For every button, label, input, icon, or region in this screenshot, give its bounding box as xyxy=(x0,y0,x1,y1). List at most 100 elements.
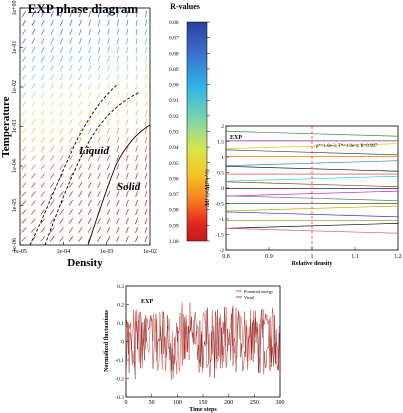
phase-arrow xyxy=(97,154,101,162)
phase-arrow xyxy=(107,73,110,81)
phase-arrow xyxy=(78,127,83,135)
phase-arrow xyxy=(59,137,64,143)
phase-arrow xyxy=(126,37,129,45)
phase-arrow xyxy=(135,10,138,18)
phase-arrow xyxy=(78,64,82,72)
phase-arrow xyxy=(116,217,120,225)
phase-arrow xyxy=(21,236,27,242)
phase-boundary-solid xyxy=(87,124,151,246)
phase-arrow xyxy=(145,46,147,54)
phase-arrow xyxy=(50,155,55,161)
phase-arrow xyxy=(49,209,55,215)
phase-arrow xyxy=(22,20,26,26)
phase-arrow xyxy=(22,38,26,44)
phase-arrow xyxy=(88,73,92,81)
phase-arrow xyxy=(78,46,82,54)
phase-arrow xyxy=(87,154,92,162)
phase-arrow xyxy=(59,191,64,197)
ts-y-tick-label: 0 xyxy=(121,340,124,346)
ts-series-0 xyxy=(125,302,281,381)
phase-arrow xyxy=(107,28,110,36)
phase-arrow xyxy=(31,173,36,179)
phase-arrow xyxy=(40,164,45,170)
phase-boundary-dashed-1 xyxy=(29,83,119,246)
phase-arrow xyxy=(40,173,45,179)
phase-arrow xyxy=(135,19,138,27)
phase-y-tick-label: 1e-06 xyxy=(12,238,18,252)
phase-arrow xyxy=(78,209,83,215)
phase-arrow xyxy=(59,110,64,116)
phase-arrow xyxy=(107,118,110,126)
phase-y-tick-label: 1e-02 xyxy=(12,80,18,94)
colorbar-tick-label: 0.98 xyxy=(169,208,179,214)
phase-arrow xyxy=(69,46,73,54)
colorbar-tick-label: 0.87 xyxy=(169,36,179,42)
phase-arrow xyxy=(125,181,129,189)
phase-arrow xyxy=(40,236,46,242)
phase-arrow xyxy=(31,128,36,134)
phase-arrow xyxy=(88,19,91,27)
phase-arrow xyxy=(59,218,64,224)
phase-arrow xyxy=(69,146,73,152)
phase-arrow xyxy=(135,181,138,189)
phase-arrow xyxy=(125,190,129,198)
phase-arrow xyxy=(49,236,55,242)
phase-arrow xyxy=(31,164,36,170)
phase-arrow xyxy=(59,37,64,45)
rd-xlabel: Relative density xyxy=(292,261,333,267)
phase-arrow xyxy=(40,119,45,125)
phase-arrow xyxy=(21,173,27,179)
phase-arrow xyxy=(144,226,148,234)
colorbar-tick-label: 0.88 xyxy=(169,51,179,57)
phase-arrow xyxy=(21,65,27,71)
phase-arrow xyxy=(59,28,64,36)
phase-x-tick-label: 1e-05 xyxy=(13,249,27,255)
phase-arrow xyxy=(97,73,101,81)
ts-y-tick-label: -0.2 xyxy=(115,377,124,383)
phase-arrow xyxy=(50,164,55,170)
phase-arrow xyxy=(21,227,27,233)
liquid-label: Liquid xyxy=(78,145,109,157)
phase-arrow xyxy=(59,10,64,18)
rd-series-line xyxy=(225,211,399,218)
rd-series-line xyxy=(225,222,399,229)
phase-arrow xyxy=(135,172,138,180)
ts-x-tick-label: 150 xyxy=(199,400,208,406)
ts-y-tick-label: -0.3 xyxy=(115,395,124,401)
phase-arrow xyxy=(78,164,83,170)
phase-arrow xyxy=(87,182,92,188)
phase-arrow xyxy=(31,182,36,188)
phase-arrow xyxy=(59,209,64,215)
phase-arrow xyxy=(31,155,36,161)
phase-arrow xyxy=(145,19,147,27)
phase-arrow xyxy=(31,209,36,215)
phase-arrow xyxy=(116,172,120,180)
ts-series-lines xyxy=(125,302,281,381)
phase-arrow xyxy=(97,181,101,189)
phase-arrow xyxy=(144,127,148,135)
phase-arrow xyxy=(69,91,73,99)
phase-arrow xyxy=(126,55,129,63)
phase-arrow xyxy=(116,181,120,189)
colorbar-title: R-values xyxy=(170,2,200,11)
phase-y-tick-label: 1e-04 xyxy=(12,159,18,173)
phase-arrow xyxy=(69,128,73,134)
phase-arrow xyxy=(69,155,73,161)
phase-arrow xyxy=(88,64,92,72)
phase-arrow xyxy=(40,137,45,143)
phase-arrow xyxy=(126,19,129,27)
phase-arrow xyxy=(97,118,101,126)
colorbar-tick-label: 0.95 xyxy=(169,161,179,167)
phase-arrow xyxy=(107,82,110,90)
phase-arrow xyxy=(31,56,36,62)
phase-arrow xyxy=(40,218,46,224)
phase-arrow xyxy=(78,136,83,144)
phase-arrow xyxy=(49,200,55,206)
colorbar-tick-label: 0.89 xyxy=(169,67,179,73)
phase-arrow xyxy=(125,208,129,216)
phase-arrow xyxy=(40,65,45,71)
phase-arrow xyxy=(31,92,36,98)
phase-arrow xyxy=(144,163,148,171)
phase-arrow xyxy=(22,29,26,35)
